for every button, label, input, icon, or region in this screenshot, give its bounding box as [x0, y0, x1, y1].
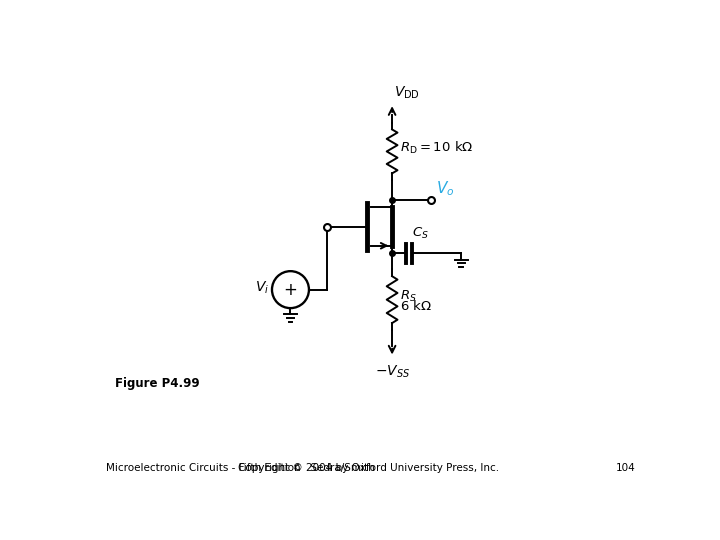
Text: $R_S$: $R_S$	[400, 289, 417, 304]
Text: $V_o$: $V_o$	[436, 179, 454, 198]
Text: +: +	[284, 281, 297, 299]
Text: $-V_{SS}$: $-V_{SS}$	[374, 363, 410, 380]
Text: Figure P4.99: Figure P4.99	[115, 377, 199, 390]
Text: $R_{\rm D} = 10\ {\rm k}\Omega$: $R_{\rm D} = 10\ {\rm k}\Omega$	[400, 140, 473, 157]
Text: $C_S$: $C_S$	[412, 226, 429, 241]
Text: $6\ {\rm k}\Omega$: $6\ {\rm k}\Omega$	[400, 299, 432, 313]
Text: $V_{\rm DD}$: $V_{\rm DD}$	[395, 85, 420, 101]
Text: 104: 104	[616, 463, 636, 473]
Text: Copyright © 2004 by Oxford University Press, Inc.: Copyright © 2004 by Oxford University Pr…	[238, 463, 500, 473]
Text: $V_i$: $V_i$	[255, 280, 269, 296]
Text: Microelectronic Circuits - Fifth Edition   Sedra/Smith: Microelectronic Circuits - Fifth Edition…	[106, 463, 374, 473]
